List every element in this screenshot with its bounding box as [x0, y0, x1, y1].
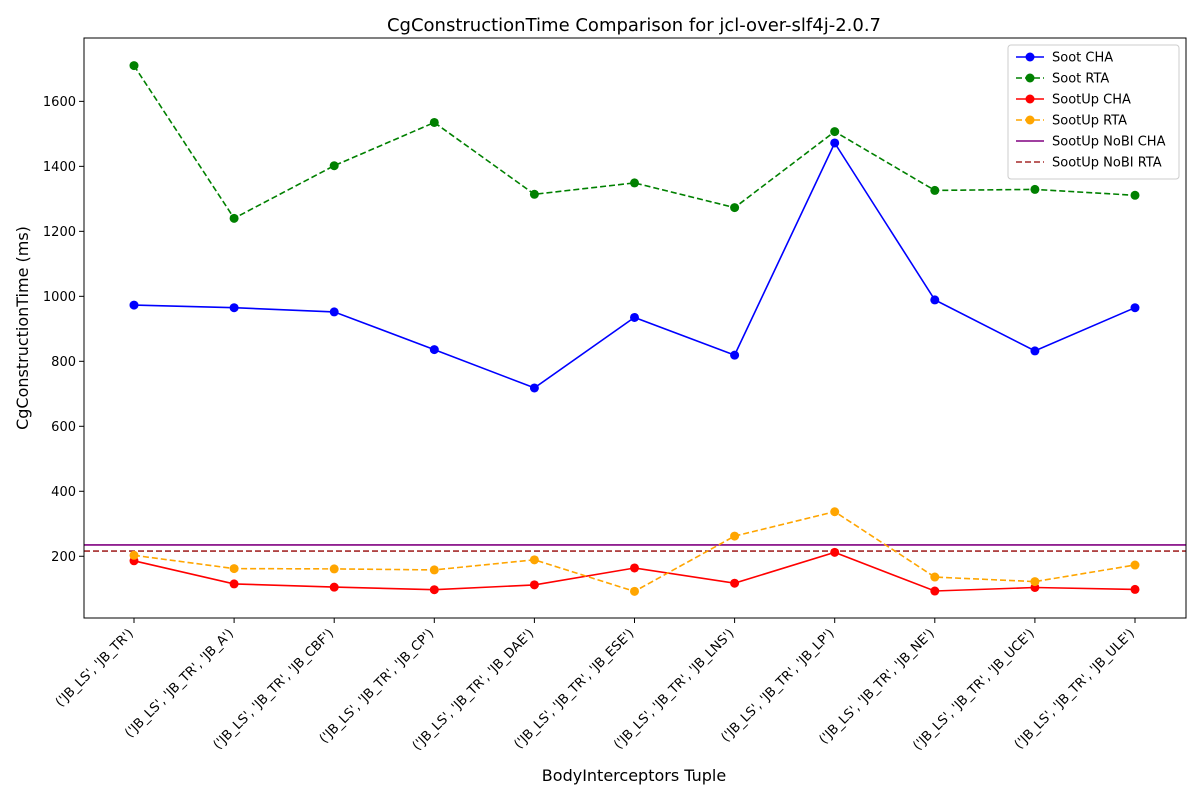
legend-marker	[1025, 115, 1035, 125]
data-point-sootup-rta	[529, 555, 539, 565]
y-tick-label: 1000	[43, 290, 76, 305]
data-point-soot-cha	[329, 307, 339, 317]
series-soot-rta	[129, 61, 1140, 223]
y-tick-label: 200	[51, 550, 76, 565]
data-point-soot-rta	[429, 117, 439, 127]
legend-item-sootup-nobi-cha: SootUp NoBI CHA	[1016, 135, 1166, 150]
legend-label: SootUp RTA	[1052, 114, 1127, 129]
legend-item-sootup-rta: SootUp RTA	[1016, 114, 1127, 129]
y-tick-label: 600	[51, 420, 76, 435]
data-point-sootup-rta	[630, 586, 639, 596]
data-point-soot-rta	[1030, 184, 1040, 194]
data-point-soot-rta	[830, 127, 840, 137]
legend-item-sootup-nobi-rta: SootUp NoBI RTA	[1016, 156, 1162, 171]
data-point-soot-rta	[730, 203, 740, 213]
legend-marker	[1025, 94, 1035, 104]
data-point-soot-cha	[529, 383, 539, 393]
data-point-sootup-rta	[129, 550, 139, 560]
legend-marker	[1025, 52, 1035, 62]
data-point-soot-rta	[930, 185, 940, 195]
data-point-sootup-rta	[429, 565, 439, 575]
data-point-sootup-rta	[1130, 560, 1140, 570]
data-point-sootup-rta	[730, 531, 740, 541]
data-point-sootup-rta	[930, 572, 940, 582]
data-point-sootup-cha	[429, 585, 439, 595]
y-tick-label: 800	[51, 355, 76, 370]
legend-label: SootUp NoBI CHA	[1052, 135, 1166, 150]
data-point-soot-cha	[429, 345, 439, 355]
data-point-soot-cha	[830, 138, 840, 148]
data-point-sootup-cha	[830, 547, 840, 557]
series-line-soot-rta	[133, 65, 1136, 220]
legend-box	[1007, 44, 1180, 180]
data-point-sootup-rta	[830, 507, 840, 517]
data-point-soot-rta	[529, 189, 539, 199]
legend-item-soot-cha: Soot CHA	[1016, 51, 1113, 66]
legend-label: Soot CHA	[1052, 51, 1113, 66]
legend-label: SootUp NoBI RTA	[1052, 156, 1162, 171]
legend-item-soot-rta: Soot RTA	[1016, 72, 1109, 87]
chart-title: CgConstructionTime Comparison for jcl-ov…	[387, 15, 881, 36]
data-point-soot-cha	[1130, 303, 1140, 313]
data-point-sootup-cha	[329, 582, 339, 592]
data-point-soot-rta	[630, 178, 639, 188]
data-point-sootup-cha	[930, 586, 940, 596]
data-point-soot-cha	[630, 312, 639, 322]
data-point-soot-rta	[129, 61, 139, 71]
series-soot-cha	[129, 138, 1140, 393]
data-point-sootup-cha	[730, 578, 740, 588]
data-point-sootup-rta	[1030, 577, 1040, 587]
y-tick-label: 1400	[43, 160, 76, 175]
data-point-sootup-cha	[630, 563, 639, 573]
data-point-soot-cha	[229, 303, 239, 313]
data-point-sootup-rta	[329, 564, 339, 574]
y-axis-label: CgConstructionTime (ms)	[13, 226, 32, 430]
data-point-sootup-cha	[529, 580, 539, 590]
y-tick-label: 1200	[43, 225, 76, 240]
legend-item-sootup-cha: SootUp CHA	[1016, 93, 1131, 108]
data-point-soot-cha	[930, 295, 940, 305]
legend-label: Soot RTA	[1052, 72, 1109, 87]
data-point-soot-cha	[730, 350, 740, 360]
legend-label: SootUp CHA	[1052, 93, 1131, 108]
data-point-sootup-cha	[229, 579, 239, 589]
data-point-soot-rta	[329, 161, 339, 171]
data-point-soot-cha	[1030, 346, 1040, 356]
series-sootup-rta	[129, 507, 1140, 596]
y-tick-label: 400	[51, 485, 76, 500]
data-point-soot-rta	[1130, 190, 1140, 200]
legend: Soot CHA Soot RTA SootUp CHA SootUp RTA Soot…	[1007, 44, 1180, 180]
data-point-soot-cha	[129, 300, 139, 310]
x-axis-label: BodyInterceptors Tuple	[542, 766, 726, 785]
data-point-sootup-rta	[229, 564, 239, 574]
y-tick-label: 1600	[43, 95, 76, 110]
legend-marker	[1025, 73, 1035, 83]
data-point-soot-rta	[229, 213, 239, 223]
data-point-sootup-cha	[1130, 584, 1140, 594]
